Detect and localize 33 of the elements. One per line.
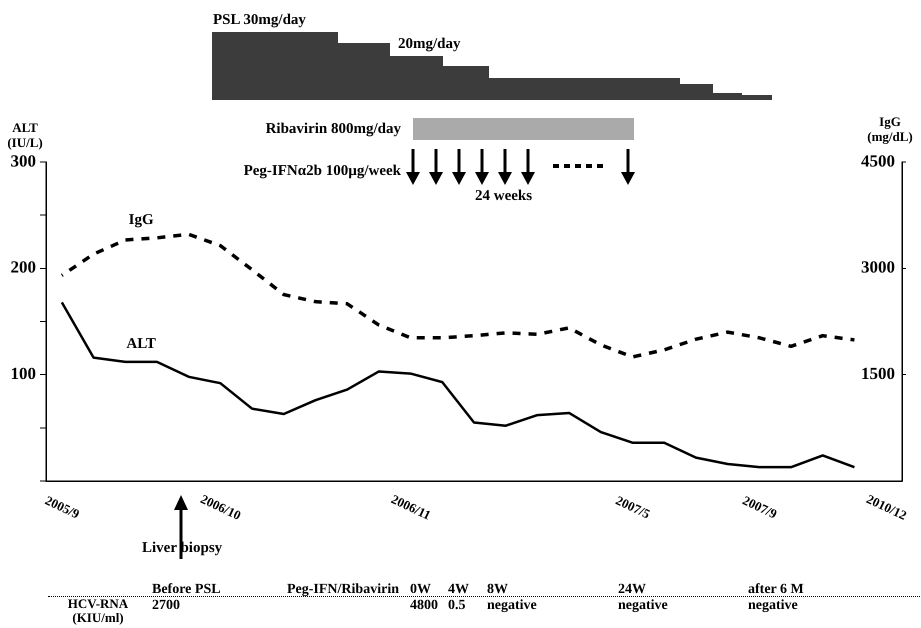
text: 2700: [152, 598, 180, 614]
text: 0.5: [448, 598, 466, 614]
text: HCV-RNA (KIU/ml): [66, 596, 130, 625]
y2-axis-title: IgG (mg/dL): [867, 114, 913, 144]
y2-tick-label: 4500: [861, 151, 895, 170]
text: Peg-IFN/Ribavirin: [287, 582, 399, 598]
text: negative: [748, 598, 798, 614]
text: after 6 M: [748, 582, 804, 598]
annotation: Peg-IFNα2b 100µg/week: [244, 163, 401, 179]
series-label: ALT: [126, 336, 156, 352]
text: PSL 30mg/day: [213, 12, 306, 28]
text: 4W: [448, 582, 469, 598]
text: negative: [618, 598, 668, 614]
text: 8W: [487, 582, 508, 598]
x-tick-label: 2007/9: [740, 492, 780, 522]
text: negative: [487, 598, 537, 614]
text: 4800: [410, 598, 438, 614]
x-tick-label: 2007/5: [613, 492, 653, 522]
y-tick-label: 100: [10, 364, 36, 384]
y-axis-title: ALT (IU/L): [7, 120, 43, 150]
text: 0W: [410, 582, 431, 598]
y2-tick-label: 3000: [861, 258, 895, 277]
y-tick-label: 200: [10, 258, 36, 277]
x-tick-label: 2005/9: [42, 492, 82, 522]
y-tick-label: 300: [10, 151, 36, 170]
line-series: [60, 232, 856, 359]
text: 24W: [618, 582, 646, 598]
annotation: 24 weeks: [475, 188, 532, 204]
y2-tick-label: 1500: [861, 364, 895, 384]
text: 20mg/day: [398, 36, 461, 52]
text: Ribavirin 800mg/day: [266, 121, 401, 137]
series-label: IgG: [128, 212, 154, 228]
text: Before PSL: [152, 582, 221, 598]
